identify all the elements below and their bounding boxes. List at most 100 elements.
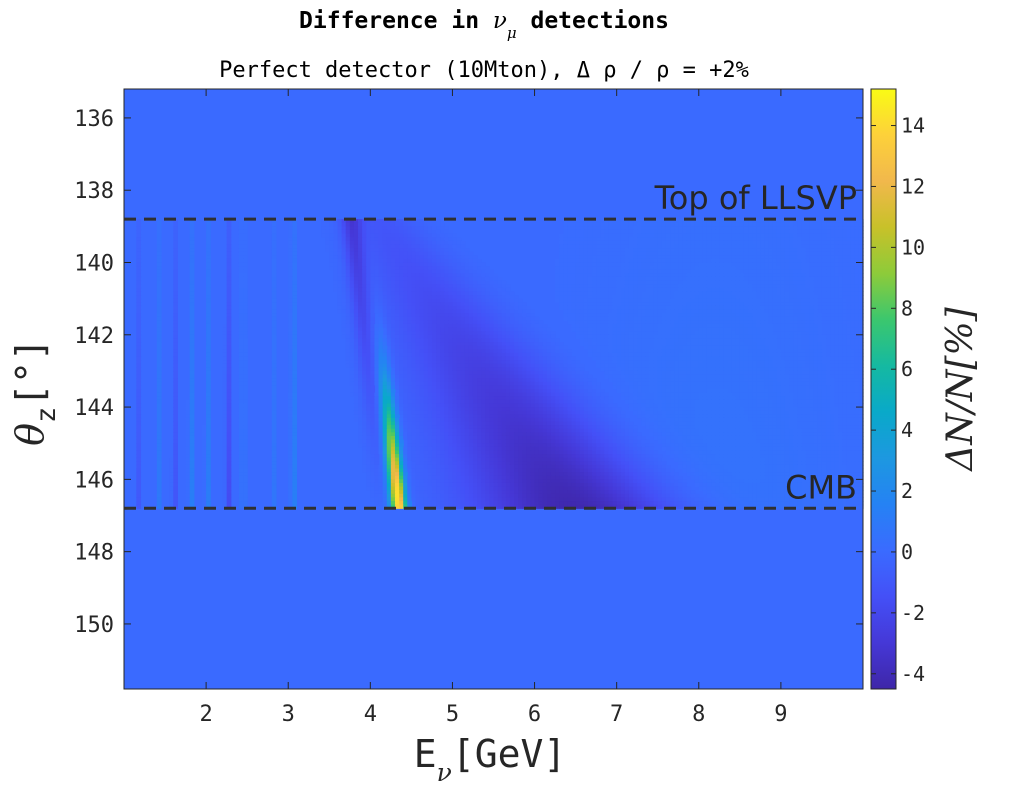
heatmap-cell <box>288 284 293 289</box>
heatmap-cell <box>477 320 482 325</box>
heatmap-cell <box>600 276 605 282</box>
heatmap-cell <box>743 323 749 329</box>
heatmap-cell <box>780 219 786 224</box>
heatmap-cell <box>243 302 248 307</box>
heatmap-cell <box>616 316 622 321</box>
heatmap-cell <box>514 323 519 329</box>
heatmap-cell <box>583 251 589 256</box>
heatmap-cell <box>678 352 683 358</box>
heatmap-cell <box>288 360 293 365</box>
heatmap-cell <box>288 266 293 271</box>
heatmap-cell <box>731 222 737 227</box>
heatmap-cell <box>772 287 778 293</box>
heatmap-cell <box>711 269 716 274</box>
heatmap-cell <box>329 222 334 227</box>
heatmap-cell <box>243 266 248 271</box>
heatmap-cell <box>579 298 585 303</box>
heatmap-cell <box>386 255 392 260</box>
heatmap-cell <box>633 262 638 267</box>
heatmap-cell <box>448 342 454 347</box>
heatmap-cell <box>793 222 798 227</box>
heatmap-cell <box>842 331 848 336</box>
heatmap-cell <box>641 334 647 339</box>
heatmap-cell <box>509 305 515 311</box>
heatmap-cell <box>575 266 581 271</box>
heatmap-cell <box>645 280 651 285</box>
heatmap-cell <box>292 334 298 339</box>
heatmap-cell <box>702 295 708 300</box>
heatmap-cell <box>481 320 486 325</box>
heatmap-cell <box>678 266 683 271</box>
heatmap-cell <box>735 320 741 325</box>
heatmap-cell <box>403 352 408 358</box>
heatmap-cell <box>403 244 408 249</box>
heatmap-cell <box>616 345 622 350</box>
heatmap-cell <box>784 284 790 289</box>
heatmap-cell <box>641 316 647 321</box>
heatmap-cell <box>801 284 807 289</box>
heatmap-cell <box>661 323 667 329</box>
heatmap-cell <box>608 313 614 318</box>
heatmap-cell <box>497 276 503 282</box>
heatmap-cell <box>854 255 860 260</box>
heatmap-cell <box>657 334 663 339</box>
heatmap-cell <box>481 287 486 293</box>
heatmap-cell <box>682 338 688 343</box>
heatmap-cell <box>530 309 536 314</box>
heatmap-cell <box>760 240 766 246</box>
heatmap-cell <box>243 316 248 321</box>
heatmap-cell <box>846 313 852 318</box>
heatmap-cell <box>698 233 704 238</box>
heatmap-cell <box>653 334 659 339</box>
heatmap-cell <box>559 284 564 289</box>
heatmap-cell <box>821 287 827 293</box>
heatmap-cell <box>567 222 573 227</box>
heatmap-cell <box>337 262 343 267</box>
heatmap-cell <box>431 280 437 285</box>
heatmap-cell <box>780 222 786 227</box>
heatmap-cell <box>649 255 655 260</box>
heatmap-cell <box>612 273 618 278</box>
heatmap-cell <box>628 287 634 293</box>
heatmap-cell <box>206 222 211 227</box>
heatmap-cell <box>702 226 708 231</box>
heatmap-cell <box>505 338 511 343</box>
heatmap-cell <box>399 352 404 358</box>
heatmap-cell <box>464 338 470 343</box>
heatmap-cell <box>349 266 355 271</box>
heatmap-cell <box>830 258 835 264</box>
heatmap-cell <box>575 316 581 321</box>
heatmap-cell <box>156 287 162 293</box>
heatmap-cell <box>612 316 618 321</box>
heatmap-cell <box>628 266 634 271</box>
heatmap-cell <box>427 316 433 321</box>
heatmap-cell <box>156 327 162 332</box>
heatmap-cell <box>711 334 716 339</box>
heatmap-cell <box>288 219 293 224</box>
heatmap-cell <box>772 269 778 274</box>
heatmap-cell <box>817 345 823 350</box>
heatmap-cell <box>739 219 745 224</box>
heatmap-cell <box>390 360 396 365</box>
heatmap-cell <box>727 323 733 329</box>
heatmap-cell <box>374 345 380 350</box>
heatmap-cell <box>608 276 614 282</box>
heatmap-cell <box>587 313 593 318</box>
heatmap-cell <box>419 222 425 227</box>
heatmap-cell <box>670 352 675 358</box>
heatmap-cell <box>612 334 618 339</box>
heatmap-cell <box>637 298 642 303</box>
heatmap-cell <box>735 287 741 293</box>
heatmap-cell <box>394 276 400 282</box>
heatmap-cell <box>653 273 659 278</box>
heatmap-cell <box>271 284 277 289</box>
heatmap-cell <box>649 316 655 321</box>
heatmap-cell <box>743 262 749 267</box>
heatmap-cell <box>394 327 400 332</box>
heatmap-cell <box>678 356 683 361</box>
heatmap-cell <box>448 280 454 285</box>
heatmap-cell <box>514 295 519 300</box>
heatmap-cell <box>497 327 503 332</box>
heatmap-cell <box>674 298 679 303</box>
heatmap-cell <box>206 262 211 267</box>
